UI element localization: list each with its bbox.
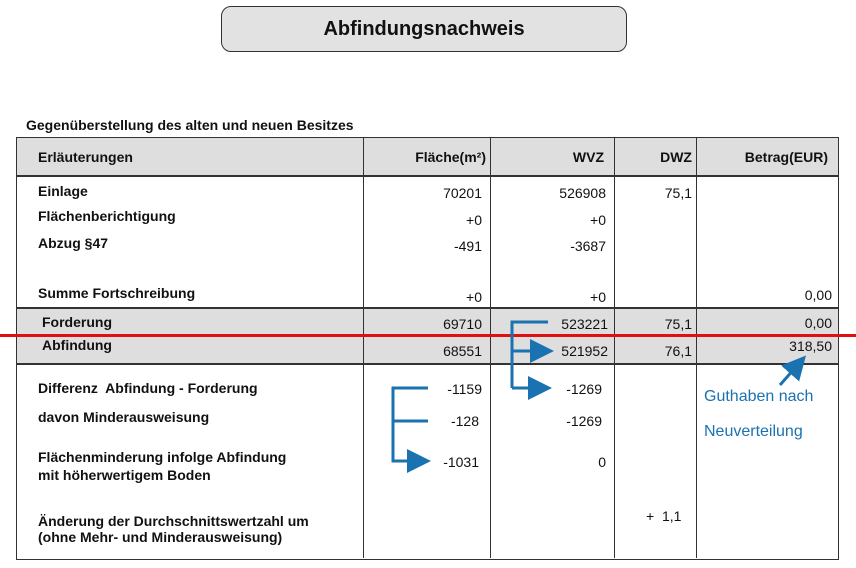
row-divider [16,363,839,365]
row-label-differenz: Differenz Abfindung - Forderung [38,380,258,396]
cell-wvz: -3687 [570,238,606,254]
row-label-flaechenminderung-2: mit höherwertigem Boden [38,467,211,483]
row-label-einlage: Einlage [38,183,88,199]
cell-flaeche: -491 [453,238,482,254]
row-label-summe: Summe Fortschreibung [38,285,196,301]
cell-wvz: +0 [590,212,606,228]
header-betrag: Betrag(EUR) [744,149,828,165]
cell-flaeche: +0 [466,289,482,305]
flaeche-bracket-line [391,386,431,473]
document-title-box: Abfindungsnachweis [221,6,627,52]
header-dwz: DWZ [660,149,692,165]
cell-flaeche: -1031 [443,454,479,470]
cell-dwz: 75,1 [664,185,692,201]
wvz-bracket-line [510,320,548,388]
row-label-forderung: Forderung [42,314,112,330]
annotation-guthaben-line2: Neuverteilung [704,423,803,440]
cell-wvz: 521952 [561,343,608,359]
cell-flaeche: 69710 [443,316,482,332]
row-label-abzug: Abzug §47 [38,235,109,251]
cell-flaeche: 68551 [443,343,482,359]
header-band [16,138,839,176]
cell-wvz: -1269 [566,413,602,429]
row-label-aenderung-1: Änderung der Durchschnittswertzahl um [38,513,309,529]
cell-wvz: 0 [598,454,606,470]
cell-betrag: 0,00 [804,287,832,303]
cell-flaeche: 70201 [443,185,482,201]
cell-wvz: +0 [590,289,606,305]
document-title: Abfindungsnachweis [323,17,525,40]
col-divider [696,138,697,558]
cell-betrag: 318,50 [789,338,832,354]
table-caption: Gegenüberstellung des alten und neuen Be… [26,117,354,133]
row-label-minderausweisung: davon Minderausweisung [38,409,210,425]
header-flaeche: Fläche(m²) [415,149,486,165]
cell-dwz: + 1,1 [646,508,682,524]
cell-wvz: 526908 [559,185,606,201]
annotation-guthaben-line1: Guthaben nach [704,388,814,405]
guthaben-pointer-arrow [778,355,806,386]
row-label-abfindung: Abfindung [42,337,112,353]
col-divider [614,138,615,558]
row-label-flaechenberichtigung: Flächenberichtigung [38,208,176,224]
cell-flaeche: -128 [450,413,479,429]
cell-flaeche: -1159 [447,381,482,397]
header-wvz: WVZ [572,149,604,165]
highlight-line [0,334,856,337]
cell-flaeche: +0 [466,212,482,228]
header-divider [16,175,839,177]
cell-dwz: 75,1 [664,316,692,332]
cell-wvz: 523221 [561,316,608,332]
cell-wvz: -1269 [566,381,602,397]
row-label-flaechenminderung-1: Flächenminderung infolge Abfindung [38,449,287,465]
cell-dwz: 76,1 [664,343,692,359]
row-label-aenderung-2: (ohne Mehr- und Minderausweisung) [38,529,283,545]
row-divider [16,307,839,309]
cell-betrag: 0,00 [804,315,832,331]
comparison-table [16,137,839,560]
col-divider [363,138,364,558]
header-erlaeuterungen: Erläuterungen [38,149,133,165]
col-divider [490,138,491,558]
